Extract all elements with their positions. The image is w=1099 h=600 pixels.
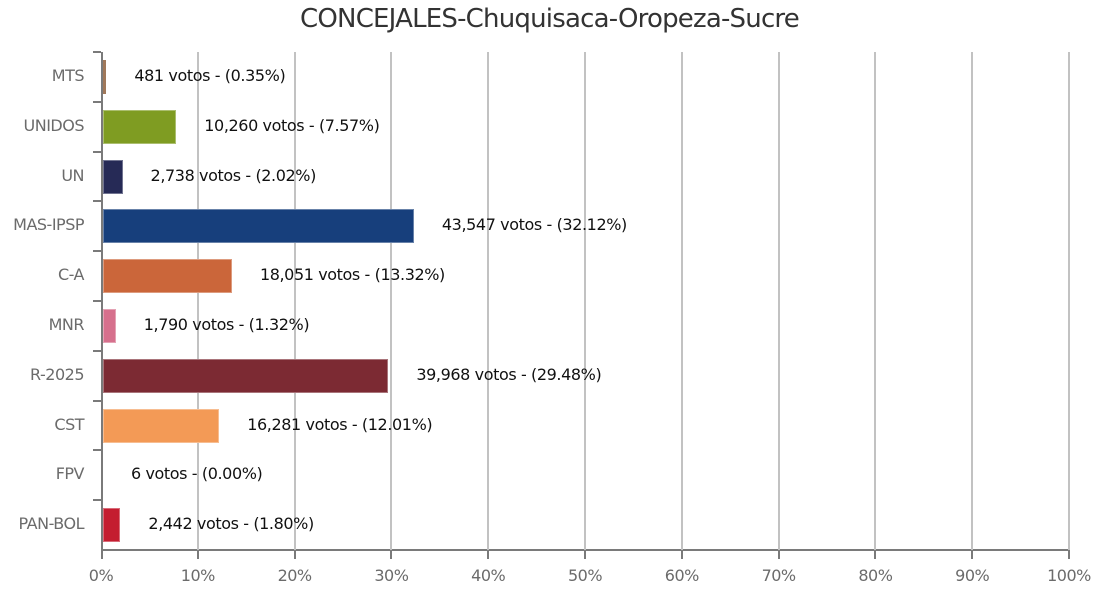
category-label: PAN-BOL [18,514,85,534]
chart-title: CONCEJALES-Chuquisaca-Oropeza-Sucre [300,4,800,34]
y-tick [93,399,101,402]
category-label: FPV [55,464,85,484]
x-tick-label: 40% [471,566,506,585]
x-tick [874,550,877,559]
x-tick-label: 30% [374,566,409,585]
x-tick-label: 0% [88,566,114,585]
gridline [196,52,199,550]
gridline [1068,52,1070,550]
bar-mas-ipsp[interactable] [103,209,414,244]
gridline [584,52,586,550]
x-tick [390,550,393,559]
category-label: C-A [57,265,85,285]
y-tick [93,300,101,302]
y-tick [93,100,101,103]
data-label: 2,738 votos - (2.02%) [150,165,317,185]
category-label: MTS [51,65,85,85]
x-tick-label: 50% [567,566,603,585]
data-label: 18,051 votos - (13.32%) [259,265,445,285]
gridline [390,52,393,550]
x-tick [196,550,199,559]
x-tick-label: 60% [664,566,700,585]
gridline [777,52,780,550]
bar-mnr[interactable] [103,308,116,343]
x-tick [487,550,490,559]
y-tick [93,250,101,253]
category-label: MAS-IPSP [13,215,84,235]
gridline [293,52,296,550]
x-tick [101,550,103,559]
category-label: R-2025 [30,364,84,384]
gridline [487,52,490,550]
x-tick-label: 20% [277,566,313,585]
y-tick [93,51,101,53]
y-tick [93,150,101,153]
bar-c-a[interactable] [103,259,232,294]
y-tick [93,499,101,502]
bar-pan-bol[interactable] [103,508,121,543]
y-tick [93,449,101,452]
category-label: UNIDOS [23,115,85,135]
data-label: 1,790 votos - (1.32%) [143,314,310,334]
x-tick [1068,550,1070,559]
data-label: 43,547 votos - (32.12%) [441,215,627,235]
bar-cst[interactable] [103,408,220,443]
x-tick-label: 100% [1047,566,1091,585]
bar-un[interactable] [103,159,123,194]
gridline [971,52,974,550]
data-label: 6 votos - (0.00%) [131,464,263,484]
data-label: 2,442 votos - (1.80%) [148,514,314,534]
bar-unidos[interactable] [103,109,177,144]
x-tick [777,550,780,559]
data-label: 39,968 votos - (29.48%) [416,364,602,384]
category-label: UN [61,165,84,185]
category-label: MNR [48,314,85,334]
data-label: 10,260 votos - (7.57%) [204,115,380,135]
bar-r-2025[interactable] [103,358,389,393]
gridline [874,52,877,550]
x-tick-label: 70% [761,566,797,585]
x-tick [971,550,974,559]
data-label: 481 votos - (0.35%) [134,65,286,85]
data-label: 16,281 votos - (12.01%) [247,414,433,434]
x-tick [680,550,683,559]
y-axis-line [101,52,103,559]
bar-mts[interactable] [103,59,107,94]
x-tick-label: 10% [180,566,216,585]
plot-area: 481 votos - (0.35%) 10,260 votos - (7.57%… [93,51,1070,559]
gridline [680,52,683,550]
y-tick [93,200,101,203]
x-tick-label: 80% [858,566,893,585]
x-tick [584,550,586,559]
y-tick [93,349,101,352]
x-tick [293,550,296,559]
x-tick-label: 90% [955,566,990,585]
category-label: CST [54,414,84,434]
